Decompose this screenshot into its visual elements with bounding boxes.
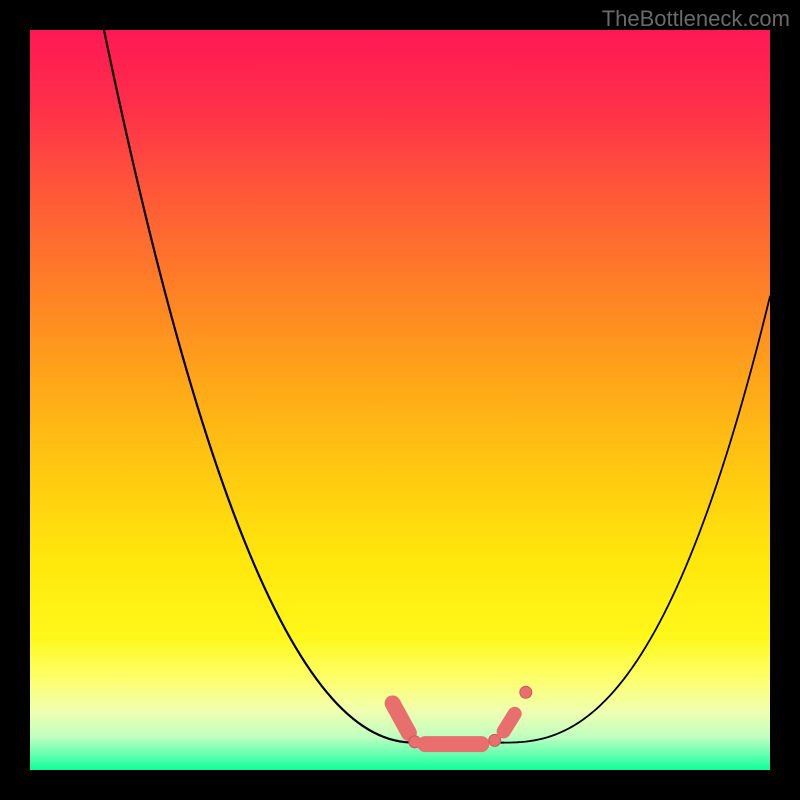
- bottleneck-chart: [30, 30, 770, 770]
- watermark-text: TheBottleneck.com: [602, 6, 790, 32]
- stage: TheBottleneck.com: [0, 0, 800, 800]
